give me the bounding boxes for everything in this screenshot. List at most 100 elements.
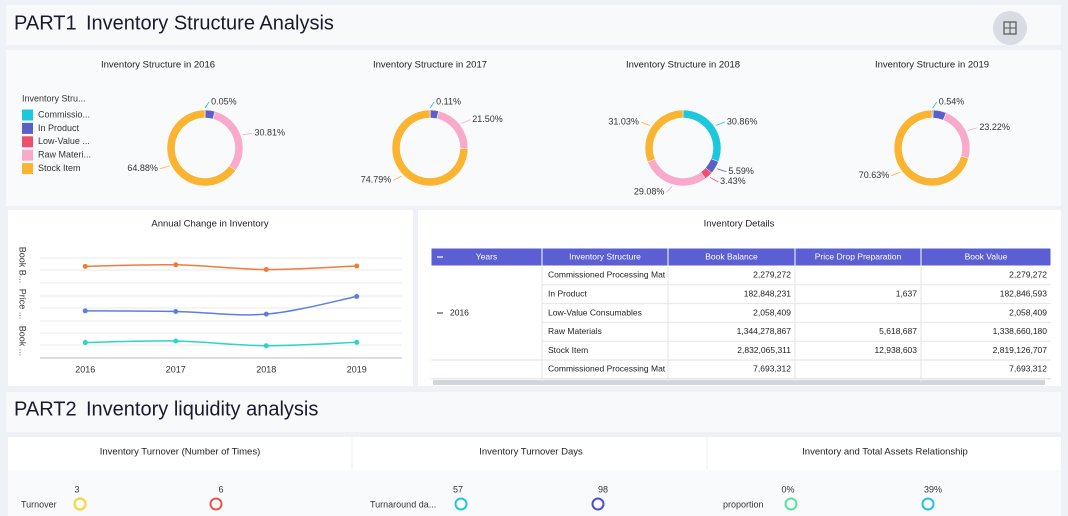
x-tick-label: 2019 xyxy=(347,364,367,374)
slider-label: proportion xyxy=(723,499,764,509)
table-cell: Raw Materials xyxy=(548,326,602,336)
row-label: Book ... xyxy=(18,326,28,357)
slider-handle[interactable] xyxy=(784,497,798,511)
donut-slice xyxy=(166,109,236,187)
line-card xyxy=(8,210,413,386)
donut-slice xyxy=(391,109,469,187)
legend-label: Raw Materi... xyxy=(38,150,91,160)
slider-handle[interactable] xyxy=(591,497,605,511)
slider-label: Turnaround da... xyxy=(370,499,436,509)
table-cell: 1,637 xyxy=(896,288,918,298)
legend-swatch xyxy=(22,109,33,121)
legend-swatch xyxy=(22,136,33,148)
chart-title: Annual Change in Inventory xyxy=(151,219,268,230)
table-cell: 182,846,593 xyxy=(1000,288,1048,298)
point xyxy=(354,294,360,300)
table-cell: 1,338,660,180 xyxy=(993,326,1048,336)
card-title: Inventory and Total Assets Relationship xyxy=(802,447,968,458)
slider-min: 0% xyxy=(781,484,794,494)
chart-title: Inventory Structure in 2018 xyxy=(626,60,740,71)
legend-label: Commissio... xyxy=(38,109,90,119)
column-header: Inventory Structure xyxy=(569,251,641,261)
table-cell: 2,058,409 xyxy=(753,307,791,317)
legend-swatch xyxy=(22,149,33,161)
leader-line xyxy=(461,119,471,124)
value-label: 31.03% xyxy=(608,117,639,127)
leader-line xyxy=(932,101,938,109)
value-label: 3.43% xyxy=(720,176,746,186)
slider-min: 3 xyxy=(74,484,79,494)
chart-title: Inventory Structure in 2019 xyxy=(875,60,989,71)
column-header: Years xyxy=(476,251,497,261)
point xyxy=(263,267,269,272)
legend-swatch xyxy=(22,122,33,134)
value-label: 0.11% xyxy=(436,96,461,106)
slider-handle[interactable] xyxy=(209,497,223,511)
table-cell: 2,819,126,707 xyxy=(993,345,1048,355)
point xyxy=(173,308,179,314)
value-label: 29.08% xyxy=(634,187,665,197)
leader-line xyxy=(242,132,253,136)
slider-handle[interactable] xyxy=(921,497,935,511)
card-title: Inventory Turnover Days xyxy=(479,447,583,458)
table-cell: 2,058,409 xyxy=(1009,307,1047,317)
table-cell: 7,693,312 xyxy=(1009,364,1047,374)
table-card xyxy=(418,210,1061,386)
slider-max: 98 xyxy=(598,484,608,494)
leader-line xyxy=(891,171,901,177)
legend-label: Low-Value ... xyxy=(38,136,90,146)
leader-line xyxy=(709,177,719,183)
table-body: Commissioned Processing Mat 2,279,272 2,27… xyxy=(431,266,1051,382)
x-tick-label: 2016 xyxy=(75,364,95,374)
slider-max: 6 xyxy=(218,484,223,494)
series-line xyxy=(85,263,357,271)
column-header: Book Balance xyxy=(705,251,758,261)
column-header: Price Drop Preparation xyxy=(815,251,902,261)
table-cell: Commissioned Processing Mat xyxy=(548,270,666,280)
value-label: 74.79% xyxy=(361,175,392,185)
leader-line xyxy=(967,127,978,131)
slider-handle[interactable] xyxy=(454,497,468,511)
legend-swatch xyxy=(22,163,33,175)
table-cell: 5,618,687 xyxy=(879,326,917,336)
value-label: 21.50% xyxy=(472,114,503,124)
part2-header xyxy=(6,392,1061,432)
leader-line xyxy=(666,186,673,193)
value-label: 0.54% xyxy=(939,96,965,106)
leader-line xyxy=(640,121,651,126)
row-label: Price ... xyxy=(18,289,28,320)
table-cell: 1,344,278,867 xyxy=(737,326,792,336)
table-cell: 2,832,065,311 xyxy=(737,345,791,355)
value-label: 5.59% xyxy=(728,166,754,176)
header-cell xyxy=(920,247,1052,267)
table-cell: 2,279,272 xyxy=(1009,270,1047,280)
value-label: 70.63% xyxy=(859,170,890,180)
table-cell: Commissioned Processing Mat xyxy=(548,364,666,374)
table-cell: 7,693,312 xyxy=(753,364,791,374)
leader-line xyxy=(715,121,726,126)
row-label: Book B... xyxy=(18,247,28,284)
part2-card-body xyxy=(8,470,1061,516)
table-cell: Low-Value Consumables xyxy=(548,307,642,317)
value-label: 30.81% xyxy=(254,127,285,137)
table-cell: 182,848,231 xyxy=(744,288,792,298)
point xyxy=(263,343,269,349)
table-title: Inventory Details xyxy=(704,219,775,230)
point xyxy=(173,262,179,268)
point xyxy=(82,263,88,269)
point xyxy=(82,308,88,314)
point xyxy=(354,339,360,345)
part-title: Inventory Structure Analysis xyxy=(86,12,334,34)
scrollbar[interactable] xyxy=(433,380,1045,385)
table-cell: 2,279,272 xyxy=(753,270,791,280)
slider-handle[interactable] xyxy=(73,497,87,511)
leader-line xyxy=(717,168,727,173)
part1-header xyxy=(6,5,1061,45)
point xyxy=(173,338,179,344)
column-header: Book Value xyxy=(965,251,1008,261)
slider-label: Turnover xyxy=(21,499,57,509)
legend-label: Stock Item xyxy=(38,163,81,173)
chart-title: Inventory Structure in 2016 xyxy=(101,60,215,71)
series-line xyxy=(85,295,357,316)
leader-line xyxy=(393,175,402,181)
